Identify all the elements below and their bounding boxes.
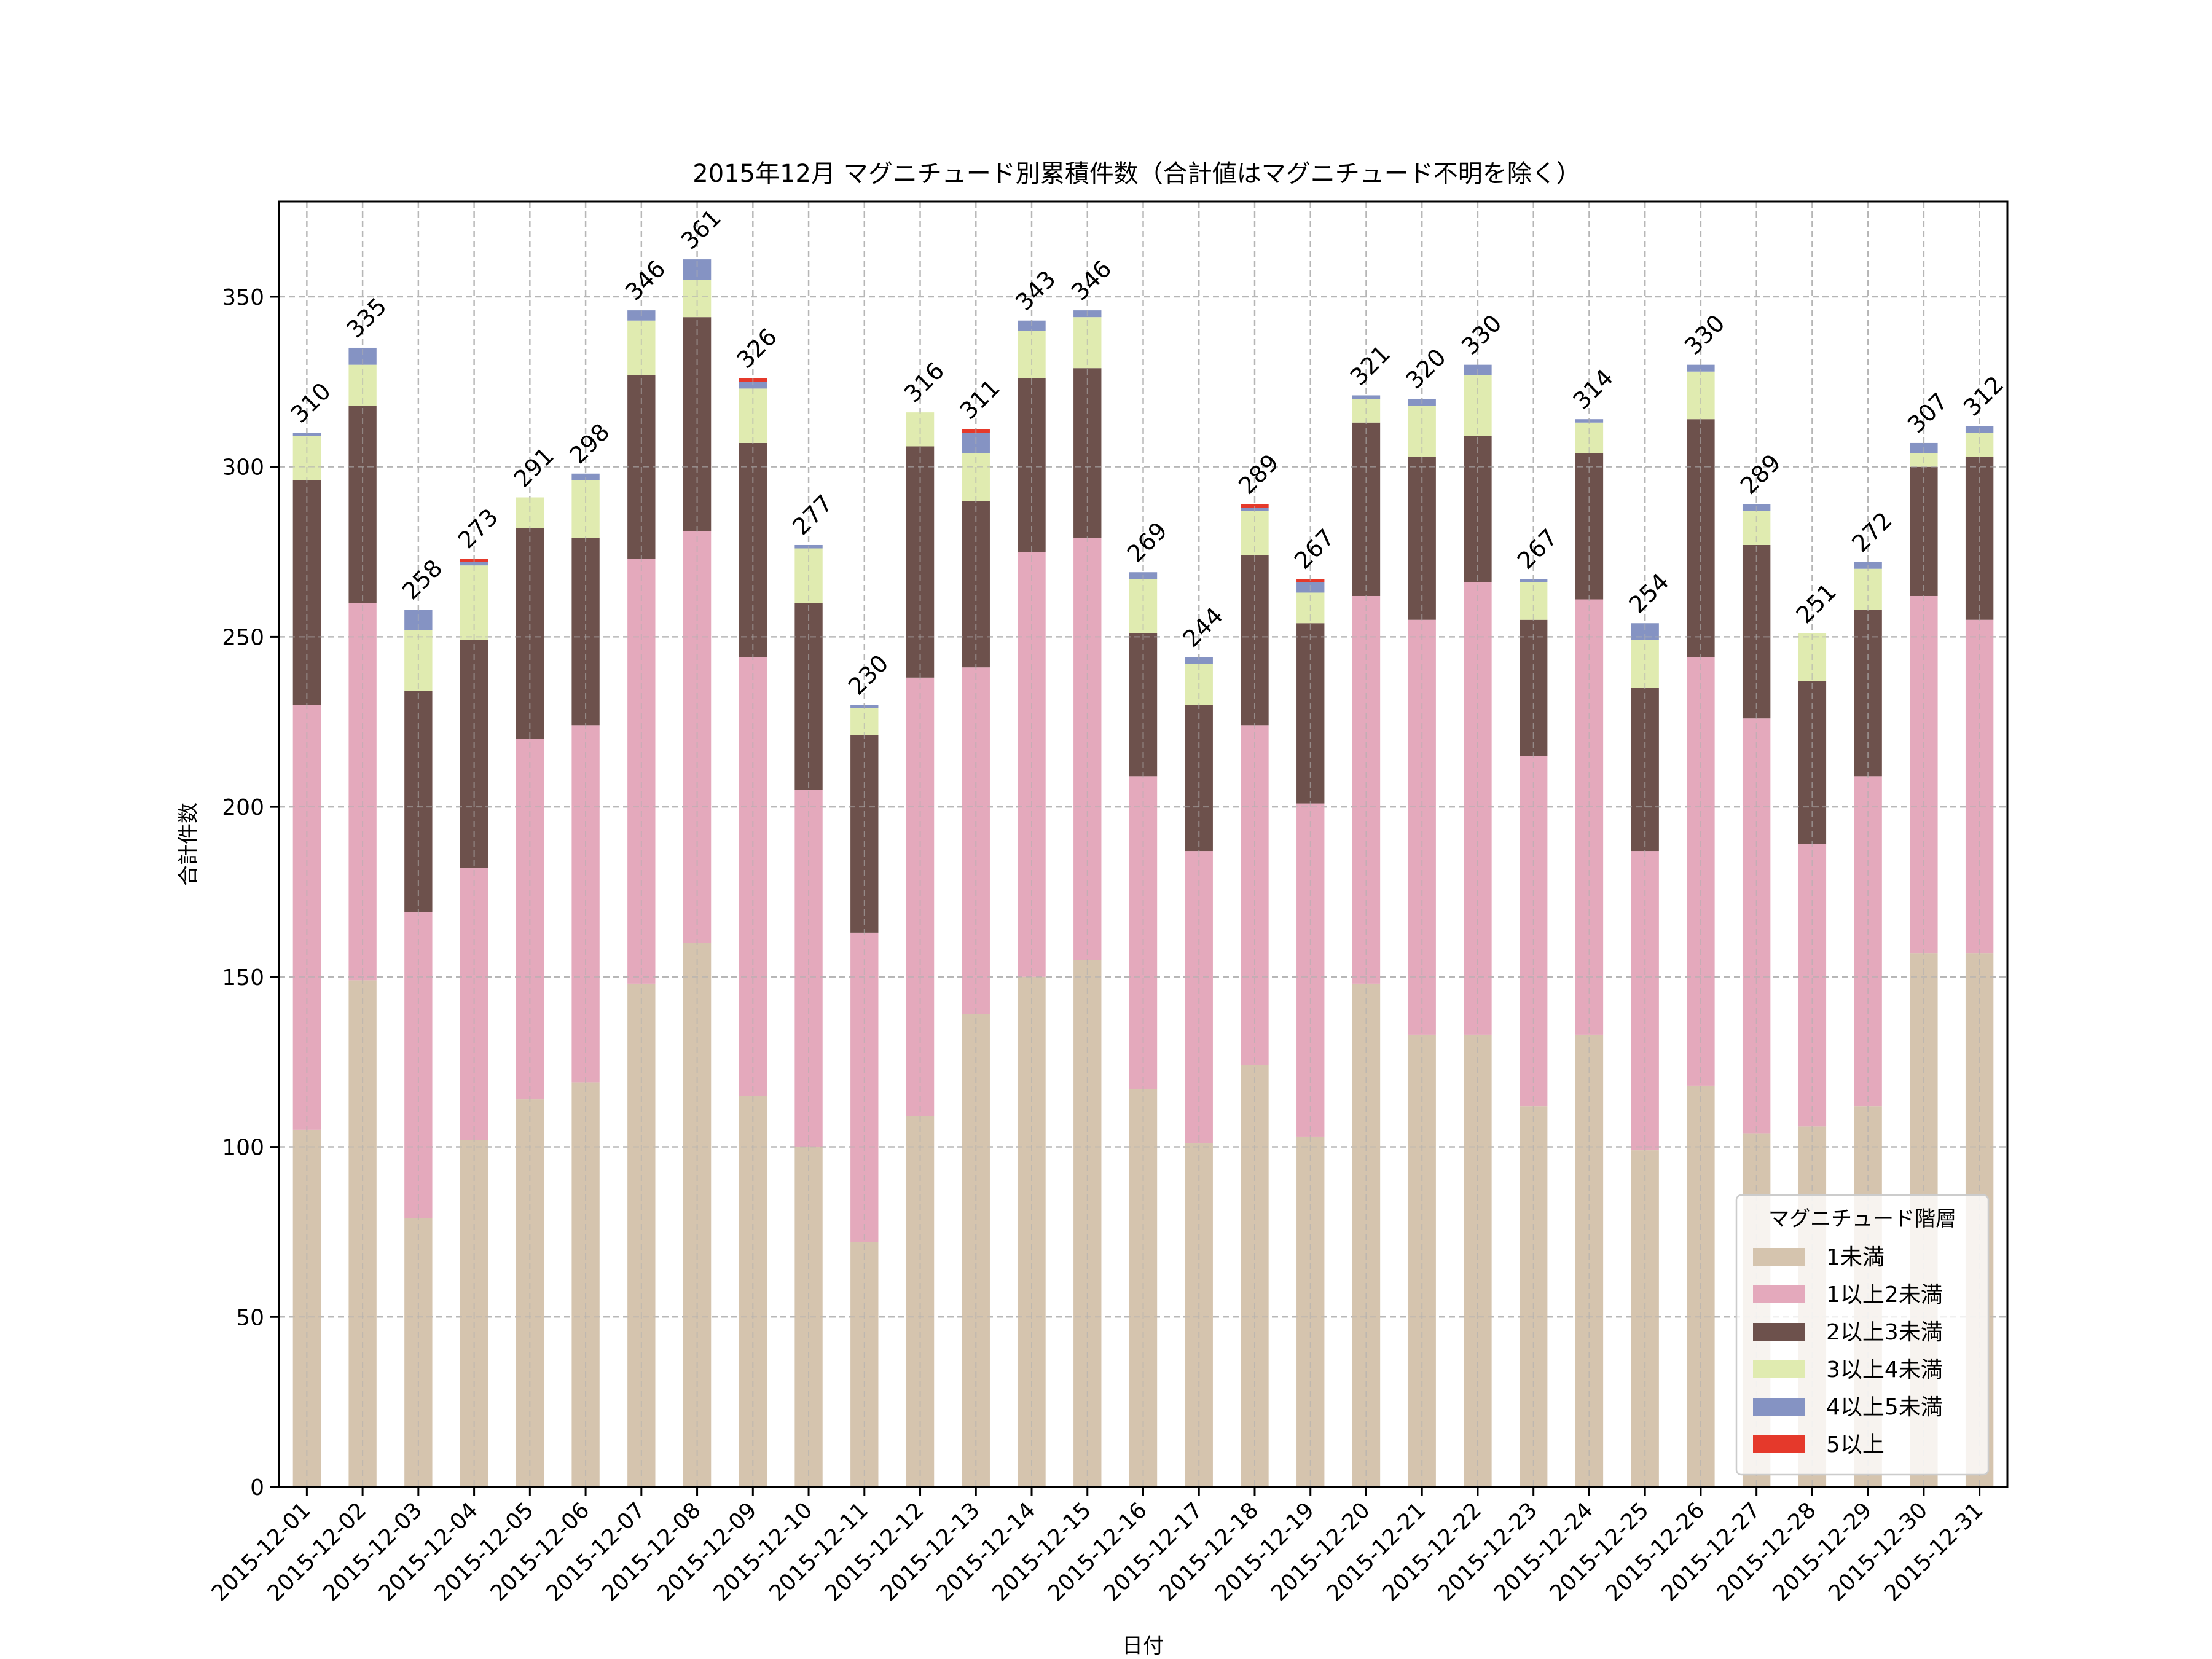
y-tick-label: 300 (222, 455, 264, 480)
total-label: 267 (1512, 524, 1563, 574)
bar-segment (1408, 1034, 1436, 1487)
total-label: 312 (1958, 371, 2009, 421)
bar-segment (1742, 544, 1771, 719)
bar-segment (739, 388, 767, 443)
total-label: 258 (397, 554, 447, 605)
legend-swatch (1753, 1398, 1805, 1416)
legend-swatch (1753, 1323, 1805, 1341)
bar-segment (292, 480, 321, 705)
total-label: 272 (1846, 507, 1897, 557)
total-label: 361 (676, 204, 726, 254)
bar-segment (627, 320, 656, 375)
bar-segment (1241, 504, 1269, 508)
total-label: 321 (1345, 340, 1395, 390)
total-label: 330 (1679, 310, 1730, 360)
chart-title: 2015年12月 マグニチュード別累積件数（合計値はマグニチュード不明を除く） (692, 160, 1580, 188)
bar-segment (404, 912, 433, 1218)
bar-segment (739, 382, 767, 389)
bar-segment (460, 562, 488, 566)
bar-segment (962, 1014, 990, 1487)
legend: マグニチュード階層 1未満 1以上2未満 2以上3未満 3以上4未満 4以上5未満 5以上 (1735, 1194, 1990, 1476)
legend-label: 1未満 (1826, 1245, 1885, 1270)
legend-title: マグニチュード階層 (1768, 1207, 1956, 1231)
total-label: 251 (1791, 578, 1841, 629)
total-label: 343 (1010, 265, 1061, 316)
legend-swatch (1753, 1360, 1805, 1378)
bar-segment (962, 501, 990, 668)
legend-label: 1以上2未満 (1826, 1282, 1943, 1308)
total-label: 291 (509, 442, 559, 492)
bar-segment (1798, 844, 1827, 1127)
total-label: 326 (732, 323, 782, 374)
bar-segment (1464, 375, 1492, 436)
legend-label: 2以上3未満 (1826, 1320, 1943, 1345)
legend-swatch (1753, 1248, 1805, 1266)
x-axis: 2015-12-012015-12-022015-12-032015-12-04… (207, 1487, 1988, 1606)
y-tick-label: 250 (222, 625, 264, 650)
bar-segment (850, 708, 879, 735)
bar-segment (1575, 1034, 1604, 1487)
total-label: 254 (1623, 568, 1674, 618)
bar-segment (1352, 595, 1381, 984)
y-tick-label: 0 (250, 1475, 264, 1500)
bar-segment (739, 1096, 767, 1487)
bar-segment (292, 433, 321, 436)
bar-segment (1073, 538, 1102, 960)
bar-segment (292, 705, 321, 1130)
bar-segment (348, 406, 377, 603)
y-tick-label: 100 (222, 1135, 264, 1161)
total-label: 289 (1735, 449, 1786, 500)
total-label: 230 (843, 649, 893, 700)
bar-segment (1464, 1034, 1492, 1487)
bar-segment (1464, 582, 1492, 1035)
total-label: 289 (1233, 449, 1284, 500)
legend-label: 4以上5未満 (1826, 1395, 1943, 1420)
bar-segment (1018, 320, 1046, 331)
legend-swatch (1753, 1435, 1805, 1453)
total-label: 316 (899, 357, 949, 407)
total-label: 273 (453, 503, 503, 554)
total-label: 310 (286, 377, 336, 428)
bar-segment (1352, 395, 1381, 399)
total-label: 314 (1568, 364, 1618, 414)
total-label: 320 (1400, 343, 1451, 394)
total-label: 346 (620, 255, 670, 305)
total-label: 269 (1122, 517, 1172, 567)
bar-segment (1185, 657, 1213, 664)
total-label: 277 (787, 490, 837, 540)
total-label: 267 (1289, 524, 1339, 574)
bar-segment (1018, 976, 1046, 1487)
y-tick-label: 50 (236, 1305, 264, 1330)
legend-label: 5以上 (1826, 1432, 1885, 1457)
y-axis: 0 50 100 150 200 250 300 350 (222, 285, 279, 1500)
total-label: 346 (1066, 255, 1116, 305)
y-axis-label: 合計件数 (176, 802, 201, 886)
legend-swatch (1753, 1285, 1805, 1303)
y-tick-label: 350 (222, 285, 264, 310)
total-label: 307 (1902, 388, 1953, 438)
y-tick-label: 200 (222, 795, 264, 820)
total-label: 298 (564, 418, 614, 469)
legend-label: 3以上4未満 (1826, 1357, 1943, 1382)
x-axis-label: 日付 (1122, 1634, 1164, 1658)
bar-segment (1687, 364, 1715, 372)
total-label: 335 (341, 292, 391, 343)
total-label: 330 (1456, 310, 1507, 360)
total-label: 244 (1177, 602, 1228, 653)
total-label: 311 (955, 374, 1005, 425)
bar-segment (1018, 378, 1046, 552)
y-tick-label: 150 (222, 965, 264, 990)
